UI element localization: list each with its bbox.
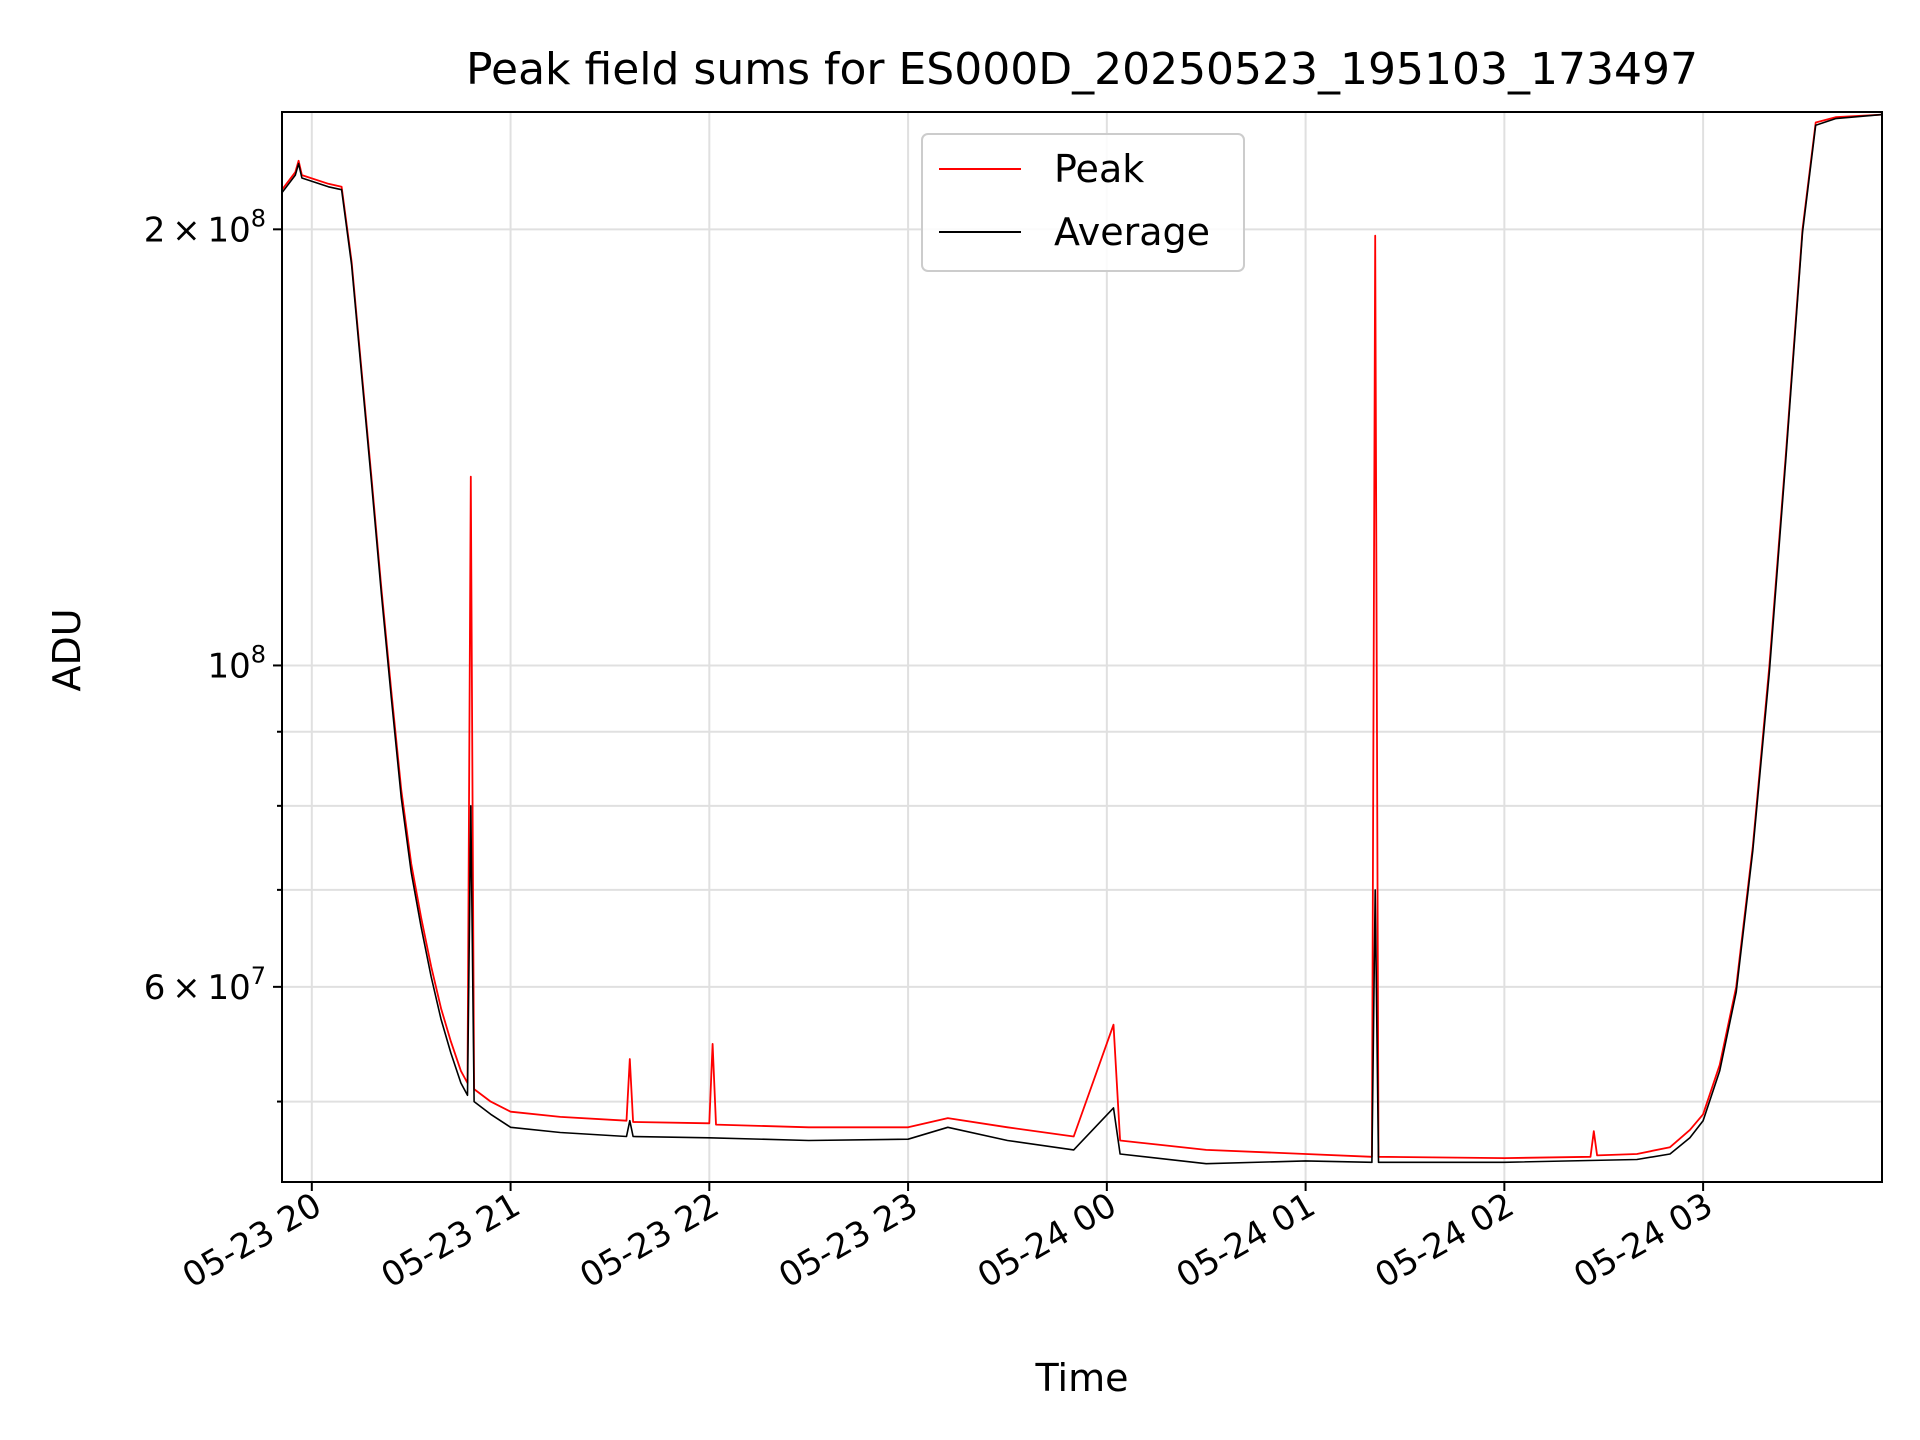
y-tick-label: 2 × 108 — [144, 204, 266, 250]
legend-average-label: Average — [1054, 210, 1210, 254]
plot-frame — [281, 111, 1883, 1183]
series-line-average — [281, 113, 1883, 1165]
y-axis-title: ADU — [45, 608, 89, 691]
series-lines — [281, 113, 1883, 1165]
y-tick-label: 6 × 107 — [144, 962, 266, 1008]
legend-peak-label: Peak — [1054, 147, 1144, 191]
x-axis-title: Time — [1035, 1356, 1129, 1400]
grid — [282, 112, 1882, 1182]
y-tick-label: 108 — [207, 640, 266, 686]
chart-title: Peak field sums for ES000D_20250523_1951… — [466, 44, 1698, 95]
legend: Peak Average — [921, 133, 1245, 272]
